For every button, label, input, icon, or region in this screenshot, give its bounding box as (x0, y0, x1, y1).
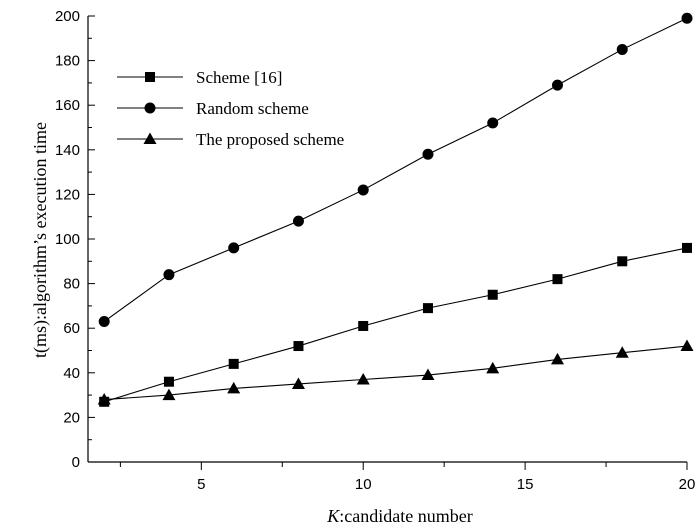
y-tick-label: 160 (55, 97, 80, 114)
legend-marker (145, 72, 155, 82)
y-tick-label: 200 (55, 8, 80, 25)
x-tick-label: 20 (679, 476, 696, 493)
data-point (486, 361, 500, 374)
series-layer (97, 12, 694, 407)
data-point (616, 43, 628, 55)
y-tick-label: 120 (55, 186, 80, 203)
data-point (552, 274, 563, 285)
y-tick-label: 20 (63, 409, 80, 426)
x-tick-label: 5 (197, 476, 205, 493)
legend-label: Random scheme (196, 99, 309, 118)
data-point (293, 341, 304, 352)
series-line (104, 345, 688, 401)
data-point (291, 377, 305, 389)
series-line (103, 17, 688, 322)
legend: Scheme [16] Random scheme The proposed sch… (117, 68, 344, 149)
y-tick-label: 40 (63, 365, 80, 382)
x-axis-title: K:candidate number (326, 506, 472, 526)
y-tick-label: 0 (72, 454, 80, 471)
series-line (104, 247, 688, 403)
data-point (682, 242, 692, 253)
data-point (98, 316, 110, 328)
data-point (97, 393, 111, 405)
y-tick-label: 140 (55, 142, 80, 159)
x-tick-label: 10 (355, 476, 372, 493)
data-point (421, 368, 435, 381)
data-point (357, 184, 369, 196)
data-point (228, 358, 239, 369)
series-circle (98, 12, 693, 328)
data-point (550, 352, 564, 365)
series-square (99, 242, 692, 407)
data-point (487, 117, 499, 129)
y-tick-label: 60 (63, 320, 80, 337)
data-point (681, 12, 693, 24)
data-point (487, 289, 498, 300)
data-point (551, 79, 563, 91)
data-point (228, 242, 240, 254)
data-point (356, 372, 370, 385)
legend-marker (144, 102, 156, 114)
x-tick-label: 15 (517, 476, 534, 493)
axes (87, 16, 687, 463)
legend-marker (143, 132, 157, 144)
data-point (358, 320, 369, 331)
y-tick-label: 80 (63, 276, 80, 293)
y-tick-label: 180 (55, 53, 80, 70)
data-point (617, 256, 628, 267)
legend-label: Scheme [16] (196, 68, 282, 87)
y-axis-title: t(ms):algorithm’s execution time (30, 122, 51, 358)
data-point (163, 269, 175, 281)
series-triangle (97, 339, 694, 405)
data-point (680, 339, 694, 352)
data-point (162, 388, 176, 401)
data-point (422, 148, 434, 160)
legend-label: The proposed scheme (196, 130, 344, 149)
data-point (292, 215, 304, 227)
data-point (615, 346, 629, 358)
x-axis-ticks: 5 10 15 20 (119, 462, 696, 493)
data-point (163, 376, 174, 387)
data-point (422, 303, 433, 314)
y-axis-ticks: 0 20 40 60 80 100 120 140 160 180 200 (55, 8, 95, 471)
y-tick-label: 100 (55, 231, 80, 248)
data-point (227, 381, 241, 394)
